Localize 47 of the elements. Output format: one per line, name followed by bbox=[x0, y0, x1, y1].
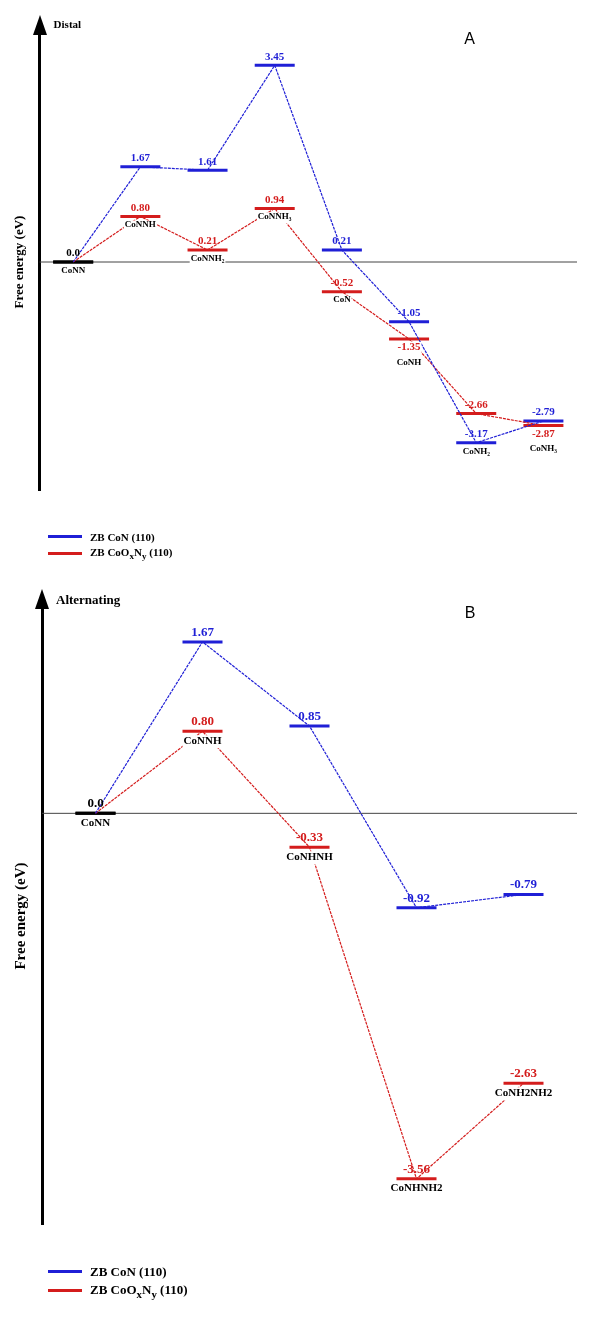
x-tick-label: CoNHNH2 bbox=[390, 1181, 443, 1194]
data-label: -0.52 bbox=[330, 275, 354, 288]
data-label: 0.0 bbox=[66, 246, 81, 259]
data-label: 3.45 bbox=[265, 49, 285, 62]
x-tick-label: CoN bbox=[333, 294, 352, 305]
data-label: 1.67 bbox=[191, 623, 215, 639]
data-label: -2.79 bbox=[531, 405, 556, 418]
y-axis-title: Free energy (eV) bbox=[11, 862, 29, 970]
data-label: 0.85 bbox=[298, 707, 322, 723]
x-tick-label: CoNH2NH2 bbox=[494, 1085, 553, 1098]
data-label: 0.94 bbox=[265, 192, 285, 205]
data-label: 0.21 bbox=[197, 234, 218, 247]
text: B bbox=[464, 604, 476, 621]
legend-label: ZB CoO$_{x}$N$_{y}$ (110) bbox=[90, 545, 173, 562]
legend-label: ZB CoO$_{x}$N$_{y}$ (110) bbox=[90, 1281, 188, 1300]
chart-title: Distal bbox=[53, 18, 82, 31]
data-label: -0.92 bbox=[402, 889, 431, 905]
legend-label: ZB CoN (110) bbox=[90, 530, 155, 543]
data-label: -0.33 bbox=[295, 829, 324, 845]
data-label: -2.63 bbox=[509, 1065, 538, 1081]
data-label: -0.79 bbox=[509, 876, 538, 892]
legend-label: ZB CoN (110) bbox=[90, 1263, 167, 1280]
text: A bbox=[464, 30, 476, 47]
data-label: 0.80 bbox=[191, 713, 214, 729]
data-label: -1.05 bbox=[397, 306, 422, 319]
x-tick-label: CoNNH₂ bbox=[190, 252, 225, 263]
x-tick-label: CoNNH bbox=[183, 733, 222, 746]
data-label: -1.35 bbox=[397, 340, 422, 353]
data-label: 0.0 bbox=[87, 795, 104, 811]
x-tick-label: CoNH₂ bbox=[462, 445, 491, 456]
x-tick-label: CoNN bbox=[61, 264, 86, 275]
data-label: 0.21 bbox=[332, 234, 352, 247]
data-label: -3.17 bbox=[464, 427, 489, 440]
x-tick-label: CoNN bbox=[80, 815, 111, 828]
data-label: -3.56 bbox=[402, 1160, 431, 1176]
data-label: 1.61 bbox=[197, 154, 218, 167]
x-tick-label: CoNH₃ bbox=[529, 443, 558, 454]
data-label: 0.80 bbox=[130, 200, 151, 213]
x-tick-label: CoNH bbox=[396, 356, 422, 367]
data-label: 1.67 bbox=[130, 151, 151, 164]
chart-title: Alternating bbox=[56, 591, 121, 607]
x-tick-label: CoNNH₃ bbox=[257, 211, 292, 222]
x-tick-label: CoNNH bbox=[124, 219, 156, 230]
y-axis-title: Free energy (eV) bbox=[11, 215, 27, 309]
data-label: -2.87 bbox=[531, 426, 556, 439]
x-tick-label: CoNHNH bbox=[286, 849, 334, 862]
data-label: -2.66 bbox=[464, 397, 489, 410]
